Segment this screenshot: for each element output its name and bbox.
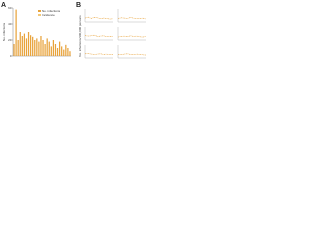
panel-label: B [76, 2, 81, 9]
legend-swatch [38, 14, 41, 16]
bar [52, 40, 55, 56]
bar [56, 48, 59, 56]
panel-label: A [1, 2, 6, 9]
bar [19, 32, 21, 56]
bar [63, 49, 65, 56]
bar [36, 38, 38, 56]
line [84, 34, 114, 38]
line [117, 53, 147, 56]
legend-swatch [38, 10, 41, 12]
bar [46, 38, 48, 56]
bar [15, 9, 17, 57]
bar [27, 32, 30, 56]
bar [67, 48, 69, 56]
bar [23, 33, 26, 56]
bar [17, 40, 19, 56]
bar [21, 36, 23, 56]
bar [58, 41, 61, 56]
bar [65, 44, 67, 56]
bar [50, 46, 52, 56]
bar [25, 38, 28, 56]
bar [44, 44, 46, 56]
bar [69, 51, 71, 56]
bar [48, 41, 50, 56]
y-tick-label: 40 [8, 22, 12, 26]
line [84, 16, 114, 20]
figure: A B No. infections No. infections/100,00… [1, 2, 147, 59]
line [117, 17, 147, 20]
y-axis-label: No. infections/100,000 persons [78, 15, 82, 57]
bar [29, 35, 32, 56]
bar [54, 44, 57, 56]
bar [34, 40, 36, 56]
y-tick-label: 0 [10, 54, 12, 58]
bar [40, 36, 42, 56]
bar [61, 46, 63, 56]
bar [42, 40, 44, 56]
bar [13, 44, 15, 56]
line [117, 35, 147, 38]
y-tick-label: 20 [8, 38, 12, 42]
legend-label: No. infections [42, 9, 61, 13]
line [84, 53, 114, 56]
bar [32, 36, 34, 56]
y-tick-label: 60 [8, 6, 12, 10]
legend-label: Incidence [42, 13, 55, 17]
y-axis-label: No. infections [2, 22, 6, 41]
bar [38, 41, 40, 56]
